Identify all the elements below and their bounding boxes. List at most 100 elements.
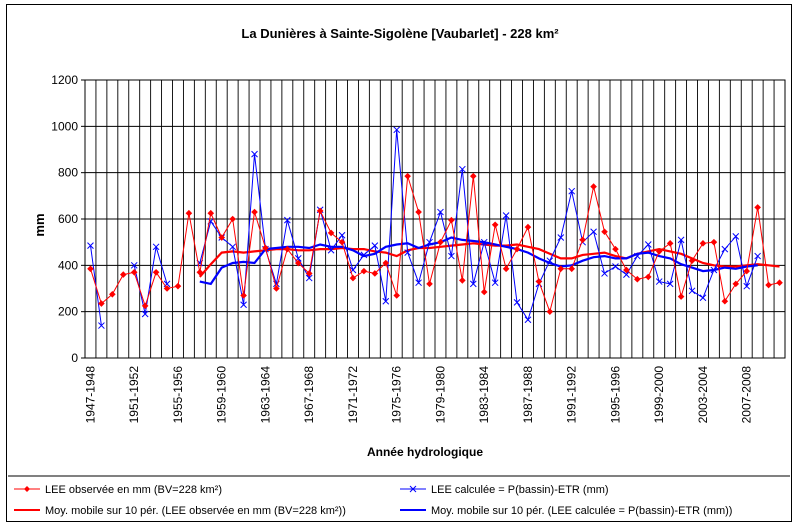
data-point [721, 245, 729, 253]
x-tick-label: 1995-1996 [608, 366, 622, 424]
data-point [327, 229, 335, 237]
legend-label: LEE observée en mm (BV=228 km²) [45, 484, 222, 496]
data-point [688, 287, 696, 295]
legend-swatch-marker [409, 485, 417, 493]
y-tick-label: 400 [58, 258, 78, 272]
data-point [535, 278, 543, 285]
data-point [623, 271, 630, 278]
data-point [699, 294, 707, 302]
data-point [612, 263, 619, 270]
data-point [458, 165, 466, 173]
data-point [87, 242, 94, 249]
data-point [655, 278, 663, 285]
series-line [198, 242, 780, 278]
data-point [743, 267, 751, 275]
data-point [688, 257, 696, 264]
data-point [371, 242, 379, 249]
data-point [590, 183, 597, 190]
data-point [524, 223, 532, 231]
data-point [130, 268, 138, 276]
data-point [163, 285, 171, 292]
data-point [480, 238, 488, 246]
data-point [437, 238, 444, 246]
data-point [316, 207, 324, 215]
legend: LEE observée en mm (BV=228 km²) LEE calcu… [8, 475, 790, 517]
data-point [448, 216, 455, 224]
x-tick-label: 1967-1968 [302, 366, 316, 424]
data-point [666, 240, 674, 247]
data-point [284, 245, 291, 253]
x-tick-label: 1963-1964 [258, 366, 272, 424]
data-point [152, 268, 160, 276]
data-point [721, 297, 729, 305]
data-point [251, 150, 258, 158]
data-point [437, 208, 444, 216]
x-tick-label: 2003-2004 [696, 366, 710, 424]
y-axis-label: mm [32, 213, 47, 236]
data-point [568, 187, 576, 195]
data-point [251, 208, 258, 216]
data-point [612, 245, 619, 253]
data-point [338, 231, 346, 239]
data-point [732, 233, 740, 240]
data-point [119, 271, 127, 278]
data-point [557, 234, 565, 241]
data-point [491, 221, 499, 229]
x-tick-label: 1959-1960 [215, 366, 229, 424]
series-1 [87, 172, 783, 315]
data-point [601, 228, 608, 236]
data-point [349, 274, 357, 282]
data-point [557, 265, 565, 273]
legend-item-1: LEE observée en mm (BV=228 km²) [14, 484, 222, 496]
data-point [710, 266, 718, 274]
data-point [601, 270, 608, 277]
data-point [240, 301, 247, 309]
legend-label: Moy. mobile sur 10 pér. (LEE calculée = … [431, 505, 732, 517]
series-3 [198, 242, 780, 278]
data-point [524, 316, 532, 324]
data-point [568, 265, 576, 273]
data-point [732, 280, 740, 288]
data-point [393, 292, 401, 299]
data-point [426, 238, 433, 246]
data-point [459, 277, 466, 284]
data-point [546, 257, 554, 265]
data-point [743, 282, 751, 290]
data-point [546, 308, 554, 315]
data-point [579, 236, 586, 244]
data-point [469, 172, 477, 180]
data-point [765, 281, 772, 289]
data-point [644, 273, 652, 281]
y-tick-label: 800 [58, 166, 78, 180]
x-tick-label: 1947-1948 [83, 366, 97, 424]
data-point [513, 299, 521, 306]
data-point [207, 209, 215, 217]
data-point [502, 265, 510, 273]
data-point [776, 279, 783, 287]
legend-item-3: Moy. mobile sur 10 pér. (LEE observée en… [14, 505, 346, 517]
data-point [360, 267, 368, 275]
y-tick-label: 0 [71, 351, 78, 365]
data-point [87, 265, 94, 273]
data-point [382, 259, 390, 267]
data-point [305, 270, 313, 277]
data-point [305, 274, 313, 282]
data-point [185, 209, 193, 217]
data-point [141, 302, 149, 310]
data-point [196, 268, 204, 276]
data-point [633, 252, 641, 260]
data-point [393, 126, 401, 134]
data-point [448, 252, 455, 260]
data-point [327, 246, 335, 254]
data-point [677, 236, 685, 244]
data-point [491, 279, 499, 287]
data-point [229, 215, 236, 223]
x-tick-label: 1983-1984 [477, 366, 491, 424]
data-point [152, 243, 160, 251]
series-line [199, 236, 758, 286]
data-point [218, 234, 226, 241]
data-point [229, 243, 237, 251]
x-tick-label: 2007-2008 [740, 366, 754, 424]
data-point [623, 266, 630, 274]
data-point [415, 279, 422, 287]
